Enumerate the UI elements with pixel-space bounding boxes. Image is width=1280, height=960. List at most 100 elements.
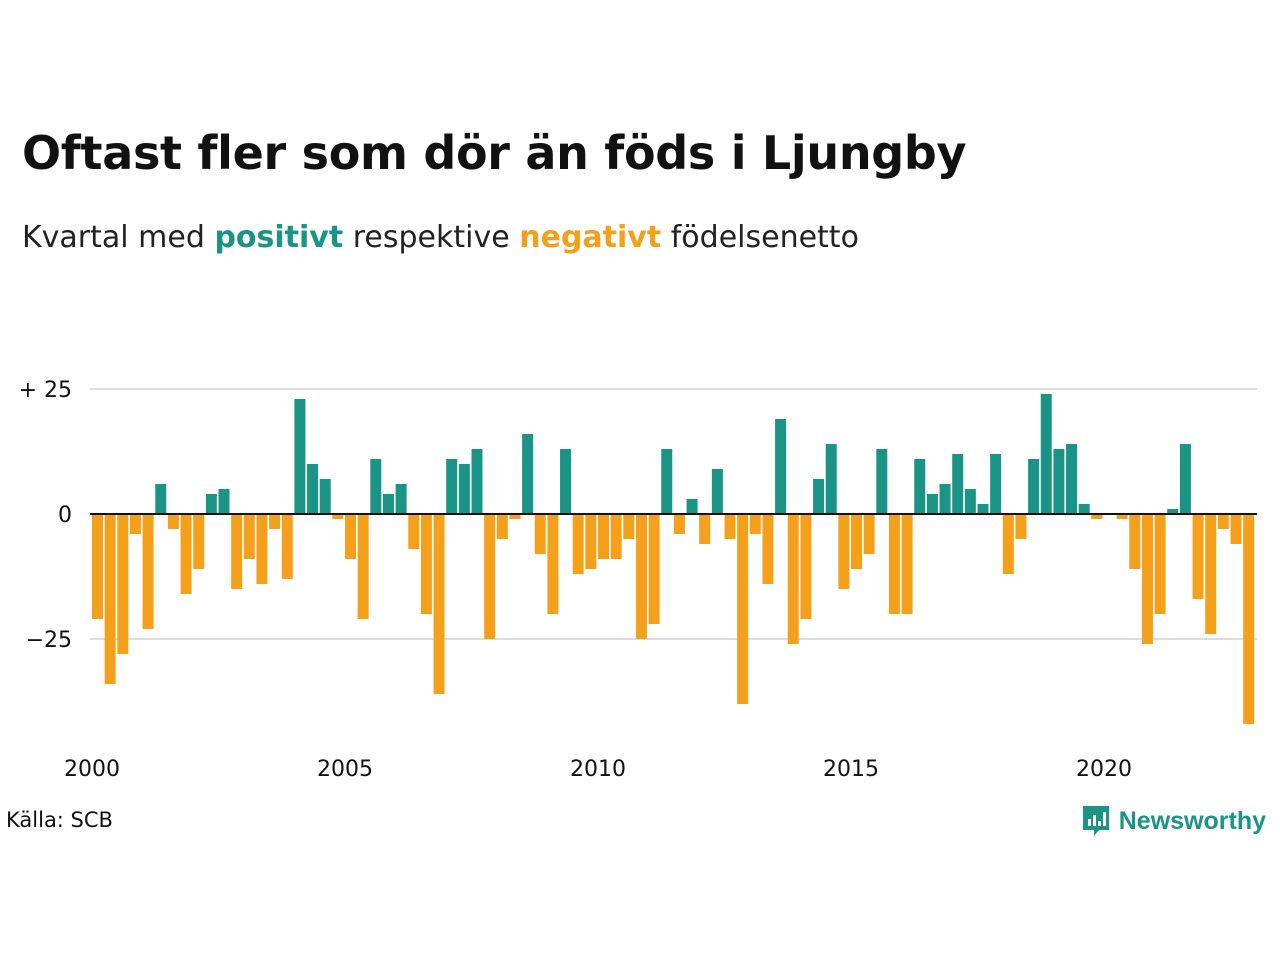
x-axis-labels: 2000 2005 2010 2015 2020 — [64, 757, 1132, 782]
bar-2000Q4 — [129, 514, 141, 534]
bar-2016Q4 — [939, 484, 951, 514]
bar-2011Q3 — [673, 514, 685, 534]
bar-2000Q3 — [117, 514, 129, 654]
bar-2009Q2 — [560, 449, 572, 514]
bar-2007Q1 — [446, 459, 458, 514]
bar-2021Q2 — [1167, 509, 1179, 514]
bar-2001Q4 — [180, 514, 192, 594]
bar-2021Q4 — [1192, 514, 1204, 599]
bar-2006Q2 — [408, 514, 420, 549]
bar-2016Q3 — [926, 494, 938, 514]
bar-2012Q2 — [711, 469, 723, 514]
bar-2001Q3 — [167, 514, 179, 529]
bar-2006Q1 — [395, 484, 407, 514]
source-note: Källa: SCB — [6, 808, 113, 832]
bar-2022Q4 — [1243, 514, 1255, 724]
bar-2022Q1 — [1205, 514, 1217, 634]
bar-2004Q1 — [294, 399, 306, 514]
bar-2020Q2 — [1116, 514, 1128, 519]
bar-2010Q3 — [623, 514, 635, 539]
bar-2014Q2 — [813, 479, 825, 514]
bar-2013Q1 — [749, 514, 761, 534]
bar-2001Q2 — [155, 484, 167, 514]
bar-2003Q4 — [281, 514, 293, 579]
bar-2012Q1 — [699, 514, 711, 544]
bar-2007Q4 — [484, 514, 496, 639]
bar-2007Q3 — [471, 449, 483, 514]
bar-2004Q2 — [307, 464, 319, 514]
bar-2022Q2 — [1217, 514, 1229, 529]
bar-2001Q1 — [142, 514, 154, 629]
y-tick-label: 0 — [58, 503, 72, 528]
bar-2010Q2 — [610, 514, 622, 559]
bar-2011Q4 — [686, 499, 698, 514]
bar-2019Q4 — [1091, 514, 1103, 519]
bar-2008Q1 — [496, 514, 508, 539]
bar-2008Q2 — [509, 514, 521, 519]
bar-2006Q4 — [433, 514, 445, 694]
bar-2002Q4 — [231, 514, 243, 589]
bar-2014Q4 — [838, 514, 850, 589]
bar-2003Q2 — [256, 514, 268, 584]
subtitle-text-before: Kvartal med — [22, 220, 205, 255]
x-tick-label: 2005 — [317, 757, 373, 782]
bar-2013Q2 — [762, 514, 774, 584]
bar-2021Q1 — [1154, 514, 1166, 614]
subtitle-negative-label: negativt — [519, 220, 662, 255]
bar-2005Q2 — [357, 514, 369, 619]
bar-2006Q3 — [420, 514, 432, 614]
bar-2018Q3 — [1028, 459, 1040, 514]
subtitle-text-after: födelsenetto — [670, 220, 859, 255]
bar-2012Q3 — [724, 514, 736, 539]
bar-2002Q3 — [218, 489, 230, 514]
brand-name: Newsworthy — [1118, 806, 1266, 835]
bar-2009Q4 — [585, 514, 597, 569]
grid-lines — [90, 388, 1257, 640]
bar-2016Q2 — [914, 459, 926, 514]
bar-2007Q2 — [458, 464, 470, 514]
bar-2013Q4 — [787, 514, 799, 644]
x-tick-label: 2000 — [64, 757, 120, 782]
bar-2020Q3 — [1129, 514, 1141, 569]
bar-2012Q4 — [737, 514, 749, 704]
bar-2000Q1 — [92, 514, 103, 619]
bar-2011Q2 — [661, 449, 673, 514]
bar-2005Q1 — [345, 514, 356, 559]
bar-2018Q2 — [1015, 514, 1027, 539]
x-tick-label: 2010 — [570, 757, 626, 782]
bar-2008Q3 — [522, 434, 534, 514]
bar-2004Q3 — [319, 479, 331, 514]
chart-title: Oftast fler som dör än föds i Ljungby — [22, 126, 967, 180]
x-tick-label: 2020 — [1076, 757, 1132, 782]
bar-2019Q2 — [1066, 444, 1078, 514]
bar-2020Q4 — [1141, 514, 1153, 644]
bar-2018Q4 — [1040, 394, 1052, 514]
bar-2015Q4 — [888, 514, 900, 614]
y-tick-label: −25 — [26, 628, 72, 653]
x-tick-label: 2015 — [823, 757, 879, 782]
bar-2005Q4 — [382, 494, 394, 514]
bar-2003Q3 — [269, 514, 281, 529]
subtitle-positive-label: positivt — [214, 220, 344, 255]
subtitle-text-middle: respektive — [352, 220, 510, 255]
y-axis-labels: + 25 0 −25 — [19, 378, 72, 653]
bar-2003Q1 — [243, 514, 255, 559]
bar-2011Q1 — [648, 514, 660, 624]
bar-2019Q3 — [1078, 504, 1090, 514]
y-tick-label: + 25 — [19, 378, 72, 403]
bar-2009Q1 — [547, 514, 559, 614]
bar-2014Q1 — [800, 514, 812, 619]
bars — [90, 394, 1257, 724]
bar-2015Q1 — [851, 514, 862, 569]
bar-2010Q4 — [635, 514, 647, 639]
bar-2002Q2 — [205, 494, 217, 514]
bar-2015Q2 — [863, 514, 875, 554]
bar-2016Q1 — [901, 514, 913, 614]
bar-2017Q3 — [977, 504, 989, 514]
bar-2005Q3 — [370, 459, 382, 514]
bar-2013Q3 — [775, 419, 787, 514]
bar-2008Q4 — [534, 514, 546, 554]
bar-2017Q1 — [952, 454, 964, 514]
bar-2018Q1 — [1002, 514, 1014, 574]
